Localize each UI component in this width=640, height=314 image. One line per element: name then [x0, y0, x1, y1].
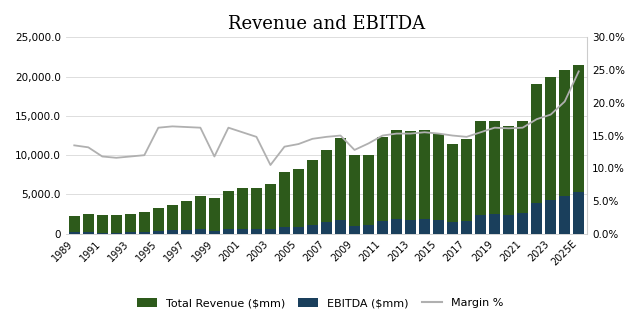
Bar — [461, 139, 472, 234]
Bar — [139, 212, 150, 234]
Bar — [405, 132, 416, 234]
Bar — [433, 134, 444, 234]
Bar — [321, 149, 332, 234]
Bar — [307, 160, 318, 234]
Bar — [209, 231, 220, 234]
Bar — [293, 169, 304, 234]
Bar — [97, 215, 108, 234]
Bar — [503, 126, 514, 234]
Bar — [69, 216, 80, 234]
Bar — [307, 225, 318, 234]
Bar — [279, 172, 290, 234]
Bar — [195, 196, 206, 234]
Bar — [573, 65, 584, 234]
Bar — [447, 222, 458, 234]
Bar — [447, 144, 458, 234]
Bar — [251, 229, 262, 234]
Bar — [153, 208, 164, 234]
Bar — [167, 230, 178, 234]
Bar — [265, 230, 276, 234]
Bar — [531, 203, 542, 234]
Bar — [237, 229, 248, 234]
Bar — [433, 220, 444, 234]
Bar — [545, 77, 556, 234]
Bar — [475, 122, 486, 234]
Bar — [531, 84, 542, 234]
Bar — [391, 219, 402, 234]
Bar — [475, 215, 486, 234]
Bar — [69, 232, 80, 234]
Bar — [573, 192, 584, 234]
Bar — [83, 232, 93, 234]
Bar — [419, 130, 430, 234]
Bar — [559, 196, 570, 234]
Bar — [489, 214, 500, 234]
Bar — [335, 220, 346, 234]
Bar — [293, 227, 304, 234]
Bar — [181, 201, 192, 234]
Bar — [181, 230, 192, 234]
Bar — [391, 130, 402, 234]
Bar — [111, 215, 122, 234]
Bar — [503, 215, 514, 234]
Bar — [209, 198, 220, 234]
Bar — [321, 222, 332, 234]
Bar — [125, 214, 136, 234]
Bar — [363, 155, 374, 234]
Bar — [223, 229, 234, 234]
Legend: Total Revenue ($mm), EBITDA ($mm), Margin %: Total Revenue ($mm), EBITDA ($mm), Margi… — [137, 298, 503, 308]
Title: Revenue and EBITDA: Revenue and EBITDA — [228, 15, 425, 33]
Bar — [125, 232, 136, 234]
Bar — [517, 213, 528, 234]
Bar — [237, 188, 248, 234]
Bar — [517, 121, 528, 234]
Bar — [139, 232, 150, 234]
Bar — [461, 221, 472, 234]
Bar — [349, 155, 360, 234]
Bar — [83, 214, 93, 234]
Bar — [279, 227, 290, 234]
Bar — [377, 221, 388, 234]
Bar — [419, 219, 430, 234]
Bar — [335, 138, 346, 234]
Bar — [153, 231, 164, 234]
Bar — [223, 191, 234, 234]
Bar — [559, 70, 570, 234]
Bar — [405, 220, 416, 234]
Bar — [489, 121, 500, 234]
Bar — [363, 225, 374, 234]
Bar — [97, 233, 108, 234]
Bar — [265, 184, 276, 234]
Bar — [251, 188, 262, 234]
Bar — [111, 233, 122, 234]
Bar — [349, 226, 360, 234]
Bar — [545, 200, 556, 234]
Bar — [167, 205, 178, 234]
Bar — [377, 137, 388, 234]
Bar — [195, 229, 206, 234]
